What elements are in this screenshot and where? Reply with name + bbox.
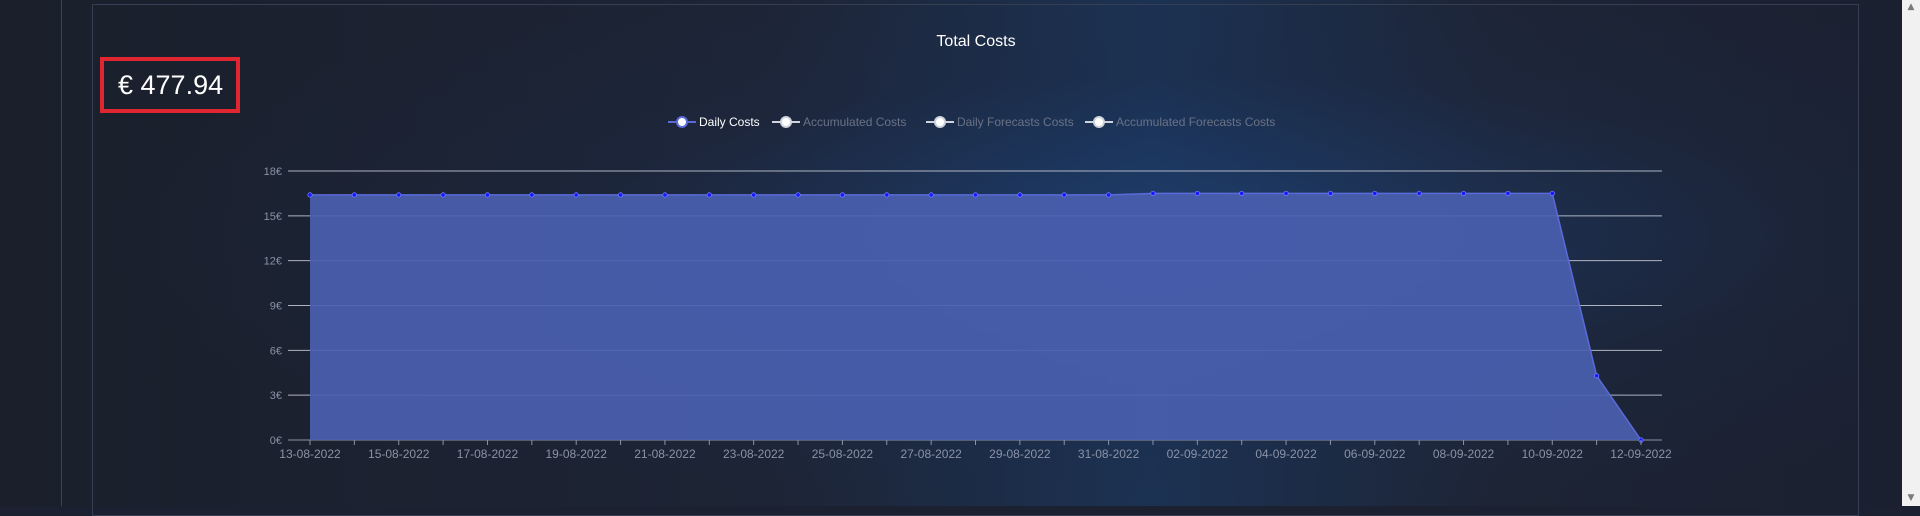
- total-cost-value: € 477.94: [100, 57, 240, 113]
- data-point[interactable]: [1283, 190, 1289, 197]
- x-tick-label: 27-08-2022: [900, 447, 962, 461]
- legend-label: Daily Forecasts Costs: [957, 115, 1074, 129]
- data-point[interactable]: [839, 192, 846, 198]
- y-tick-label: 15€: [264, 211, 282, 223]
- y-tick-label: 3€: [270, 390, 282, 402]
- x-tick-label: 25-08-2022: [812, 447, 874, 461]
- data-point[interactable]: [1594, 373, 1600, 379]
- data-point[interactable]: [972, 192, 979, 198]
- data-point[interactable]: [1505, 190, 1511, 197]
- series-daily-costs-points: [307, 190, 1644, 443]
- series-daily-costs: [310, 192, 1642, 441]
- area-fill: [310, 193, 1641, 440]
- legend-marker-icon: [676, 116, 688, 128]
- data-point[interactable]: [884, 192, 890, 198]
- x-tick-label: 19-08-2022: [546, 447, 608, 461]
- data-point[interactable]: [928, 192, 934, 198]
- data-point[interactable]: [529, 192, 535, 198]
- x-tick-label: 04-09-2022: [1255, 447, 1317, 461]
- x-tick-label: 10-09-2022: [1522, 447, 1584, 461]
- x-tick-label: 12-09-2022: [1610, 447, 1672, 461]
- y-tick-label: 18€: [264, 166, 282, 178]
- data-point[interactable]: [662, 192, 668, 198]
- data-point[interactable]: [307, 192, 313, 198]
- x-tick-label: 02-09-2022: [1167, 447, 1229, 461]
- data-point[interactable]: [396, 192, 402, 198]
- chart-title: Total Costs: [936, 33, 1015, 50]
- legend-marker-icon: [934, 116, 946, 128]
- legend-item[interactable]: Daily Costs: [668, 115, 760, 129]
- data-point[interactable]: [1549, 190, 1555, 197]
- chart-legend: Daily Costs Accumulated Costs Daily Foreca…: [668, 115, 1275, 129]
- data-point[interactable]: [795, 192, 801, 198]
- legend-label: Daily Costs: [699, 115, 760, 129]
- data-point[interactable]: [1372, 190, 1378, 197]
- x-tick-label: 31-08-2022: [1078, 447, 1140, 461]
- x-axis: 13-08-2022 15-08-2022 17-08-2022 19-08-2022…: [279, 440, 1672, 461]
- x-tick-label: 17-08-2022: [457, 447, 519, 461]
- x-tick-label: 23-08-2022: [723, 447, 785, 461]
- data-point[interactable]: [351, 192, 357, 198]
- data-point[interactable]: [706, 192, 712, 198]
- x-tick-label: 21-08-2022: [634, 447, 696, 461]
- data-point[interactable]: [440, 192, 446, 198]
- y-tick-label: 12€: [264, 256, 282, 268]
- x-tick-label: 15-08-2022: [368, 447, 430, 461]
- legend-label: Accumulated Costs: [803, 115, 906, 129]
- y-tick-label: 6€: [270, 345, 282, 357]
- scroll-up-icon[interactable]: ▲: [1907, 2, 1915, 12]
- data-point[interactable]: [751, 192, 757, 198]
- legend-item[interactable]: Accumulated Costs: [772, 115, 906, 129]
- legend-item[interactable]: Accumulated Forecasts Costs: [1085, 115, 1275, 129]
- data-point[interactable]: [1017, 192, 1023, 198]
- data-point[interactable]: [1327, 190, 1334, 197]
- data-point[interactable]: [1416, 190, 1422, 197]
- data-point[interactable]: [1061, 192, 1067, 198]
- x-tick-label: 08-09-2022: [1433, 447, 1495, 461]
- left-divider: [61, 0, 62, 506]
- legend-label: Accumulated Forecasts Costs: [1116, 115, 1275, 129]
- data-point[interactable]: [617, 192, 624, 198]
- y-tick-label: 0€: [270, 435, 282, 447]
- data-point[interactable]: [1239, 190, 1245, 197]
- data-point[interactable]: [573, 192, 579, 198]
- scroll-down-icon[interactable]: ▼: [1907, 493, 1915, 503]
- data-point[interactable]: [1106, 192, 1112, 198]
- legend-marker-icon: [1093, 116, 1105, 128]
- x-tick-label: 06-09-2022: [1344, 447, 1406, 461]
- legend-item[interactable]: Daily Forecasts Costs: [926, 115, 1074, 129]
- vertical-scrollbar[interactable]: [1902, 0, 1920, 506]
- data-point[interactable]: [1460, 190, 1467, 197]
- y-axis-ticks: 0€ 3€ 6€ 9€ 12€ 15€ 18€: [264, 166, 282, 447]
- x-tick-label: 29-08-2022: [989, 447, 1051, 461]
- data-point[interactable]: [484, 192, 491, 198]
- data-point[interactable]: [1150, 190, 1156, 197]
- data-point[interactable]: [1194, 190, 1200, 197]
- y-tick-label: 9€: [270, 301, 282, 313]
- legend-marker-icon: [780, 116, 792, 128]
- x-tick-label: 13-08-2022: [279, 447, 341, 461]
